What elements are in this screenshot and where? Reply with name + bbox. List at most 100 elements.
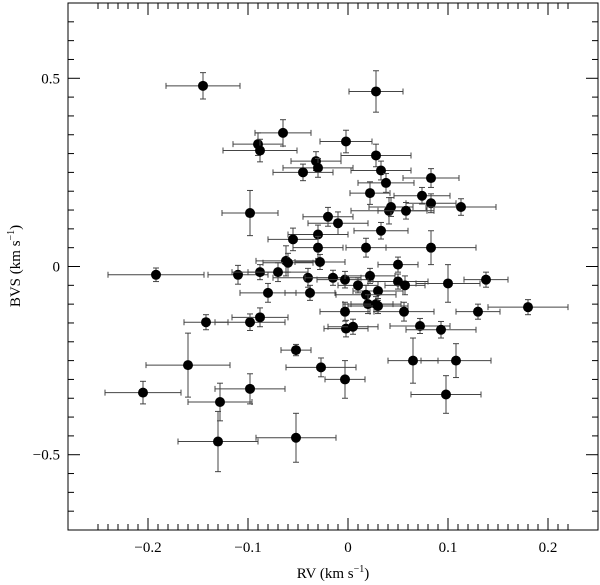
y-axis-title-label: BVS bbox=[8, 278, 24, 307]
data-point bbox=[384, 275, 426, 296]
point-marker bbox=[443, 278, 453, 289]
data-point bbox=[353, 221, 409, 240]
data-point bbox=[402, 168, 460, 188]
point-marker bbox=[255, 145, 265, 156]
data-point bbox=[294, 253, 346, 271]
point-marker bbox=[305, 287, 315, 298]
point-marker bbox=[365, 270, 375, 281]
data-point bbox=[405, 193, 457, 214]
data-point bbox=[307, 211, 369, 236]
point-marker bbox=[340, 274, 350, 285]
data-point bbox=[350, 160, 412, 181]
point-marker bbox=[273, 267, 283, 278]
data-points bbox=[104, 70, 569, 473]
data-point bbox=[145, 332, 231, 398]
x-tick-label: 0.2 bbox=[539, 540, 558, 556]
data-point bbox=[348, 70, 404, 113]
point-marker bbox=[340, 306, 350, 317]
axis-ticks bbox=[68, 3, 598, 530]
data-point bbox=[385, 230, 477, 266]
point-marker bbox=[183, 360, 193, 371]
data-point bbox=[410, 375, 482, 414]
data-point bbox=[455, 303, 501, 320]
y-tick-label: 0 bbox=[53, 260, 61, 276]
data-point bbox=[284, 284, 336, 301]
point-marker bbox=[401, 205, 411, 216]
point-marker bbox=[353, 280, 363, 291]
data-point bbox=[107, 267, 205, 283]
point-marker bbox=[245, 317, 255, 328]
y-tick-label: −0.5 bbox=[33, 448, 60, 464]
point-marker bbox=[373, 301, 383, 312]
x-tick-label: 0.1 bbox=[439, 540, 458, 556]
point-marker bbox=[255, 312, 265, 323]
point-marker bbox=[400, 280, 410, 291]
point-marker bbox=[291, 345, 301, 356]
point-marker bbox=[233, 269, 243, 280]
data-point bbox=[304, 269, 362, 286]
point-marker bbox=[213, 436, 223, 447]
data-point bbox=[327, 318, 379, 335]
point-marker bbox=[298, 167, 308, 178]
data-point bbox=[231, 307, 289, 328]
point-marker bbox=[198, 80, 208, 91]
data-point bbox=[345, 237, 387, 258]
data-point bbox=[285, 357, 357, 378]
data-point bbox=[337, 277, 379, 294]
point-marker bbox=[278, 127, 288, 138]
y-axis-title-unit: (km s bbox=[8, 240, 24, 274]
point-marker bbox=[393, 259, 403, 270]
y-axis-title: BVS (km s−1) bbox=[6, 225, 24, 307]
point-marker bbox=[215, 397, 225, 408]
point-marker bbox=[348, 321, 358, 332]
data-point bbox=[165, 72, 241, 100]
data-point bbox=[104, 380, 182, 405]
point-marker bbox=[456, 202, 466, 213]
point-marker bbox=[481, 274, 491, 285]
point-marker bbox=[313, 229, 323, 240]
point-marker bbox=[315, 256, 325, 267]
point-marker bbox=[313, 162, 323, 173]
point-marker bbox=[451, 355, 461, 366]
data-point bbox=[282, 157, 354, 178]
point-marker bbox=[381, 177, 391, 188]
tick-labels: −0.2 −0.1 0 0.1 0.2 −0.5 0 0.5 bbox=[33, 71, 558, 556]
data-point bbox=[340, 143, 412, 168]
data-point bbox=[357, 173, 415, 193]
data-point bbox=[405, 320, 477, 339]
data-point bbox=[221, 189, 279, 237]
point-marker bbox=[316, 362, 326, 373]
data-point bbox=[377, 256, 419, 273]
point-marker bbox=[441, 389, 451, 400]
x-tick-label: 0 bbox=[344, 540, 352, 556]
point-marker bbox=[283, 257, 293, 268]
point-marker bbox=[426, 173, 436, 184]
x-axis-title-label: RV bbox=[297, 566, 317, 582]
point-marker bbox=[151, 269, 161, 280]
point-marker bbox=[399, 306, 409, 317]
point-marker bbox=[365, 188, 375, 199]
point-marker bbox=[361, 242, 371, 253]
point-marker bbox=[415, 320, 425, 331]
point-marker bbox=[408, 355, 418, 366]
x-axis-title-unit: (km s bbox=[320, 566, 354, 582]
point-marker bbox=[291, 432, 301, 443]
data-point bbox=[323, 319, 369, 338]
data-point bbox=[373, 301, 435, 322]
point-marker bbox=[138, 387, 148, 398]
data-point bbox=[347, 297, 409, 315]
data-point bbox=[177, 410, 259, 473]
point-marker bbox=[426, 242, 436, 253]
data-point bbox=[324, 360, 366, 399]
data-point bbox=[319, 301, 371, 322]
data-point bbox=[352, 281, 404, 301]
point-marker bbox=[523, 302, 533, 313]
point-marker bbox=[340, 374, 350, 385]
point-marker bbox=[373, 285, 383, 296]
point-marker bbox=[245, 208, 255, 219]
point-marker bbox=[371, 150, 381, 161]
data-point bbox=[214, 373, 286, 405]
x-tick-label: −0.1 bbox=[234, 540, 261, 556]
data-point bbox=[247, 262, 309, 283]
point-marker bbox=[323, 211, 333, 222]
